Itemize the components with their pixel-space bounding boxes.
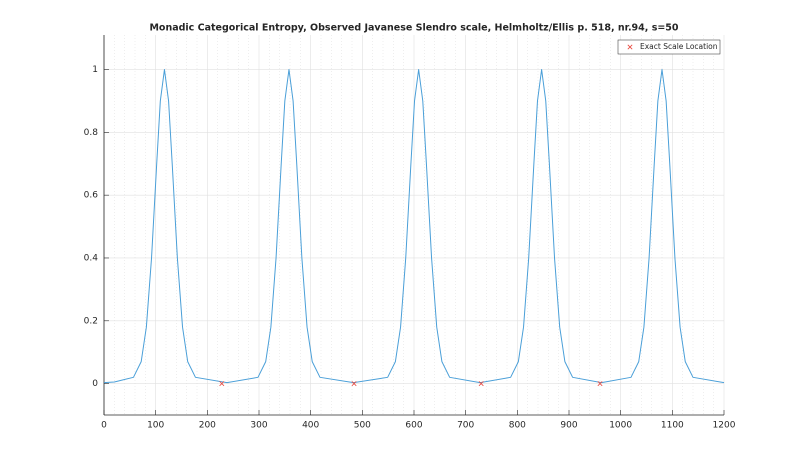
y-tick-label: 0.8 [84, 128, 99, 138]
x-tick-label: 0 [101, 421, 107, 431]
y-tick-label: 0.6 [84, 191, 99, 201]
x-tick-label: 800 [509, 421, 526, 431]
x-tick-label: 1200 [713, 421, 736, 431]
y-tick-label: 0.4 [84, 253, 99, 263]
y-tick-label: 1 [92, 65, 98, 75]
x-tick-label: 400 [302, 421, 319, 431]
x-tick-label: 500 [354, 421, 371, 431]
x-tick-label: 900 [560, 421, 577, 431]
x-tick-label: 300 [250, 421, 267, 431]
chart-title: Monadic Categorical Entropy, Observed Ja… [149, 23, 678, 34]
scatter-point [478, 381, 484, 387]
scatter-point [219, 381, 225, 387]
scatter-point [597, 381, 603, 387]
x-tick-label: 1100 [661, 421, 684, 431]
x-tick-label: 100 [147, 421, 164, 431]
legend-marker [627, 44, 633, 50]
legend-label: Exact Scale Location [640, 42, 718, 51]
scatter-point [351, 381, 357, 387]
legend: Exact Scale Location [617, 39, 721, 55]
x-tick-label: 600 [405, 421, 422, 431]
x-tick-label: 1000 [609, 421, 632, 431]
y-tick-label: 0.2 [84, 316, 98, 326]
y-tick-label: 0 [92, 379, 98, 389]
x-tick-label: 200 [199, 421, 216, 431]
legend-box [617, 39, 721, 55]
data-line [103, 69, 725, 384]
x-tick-label: 700 [457, 421, 474, 431]
